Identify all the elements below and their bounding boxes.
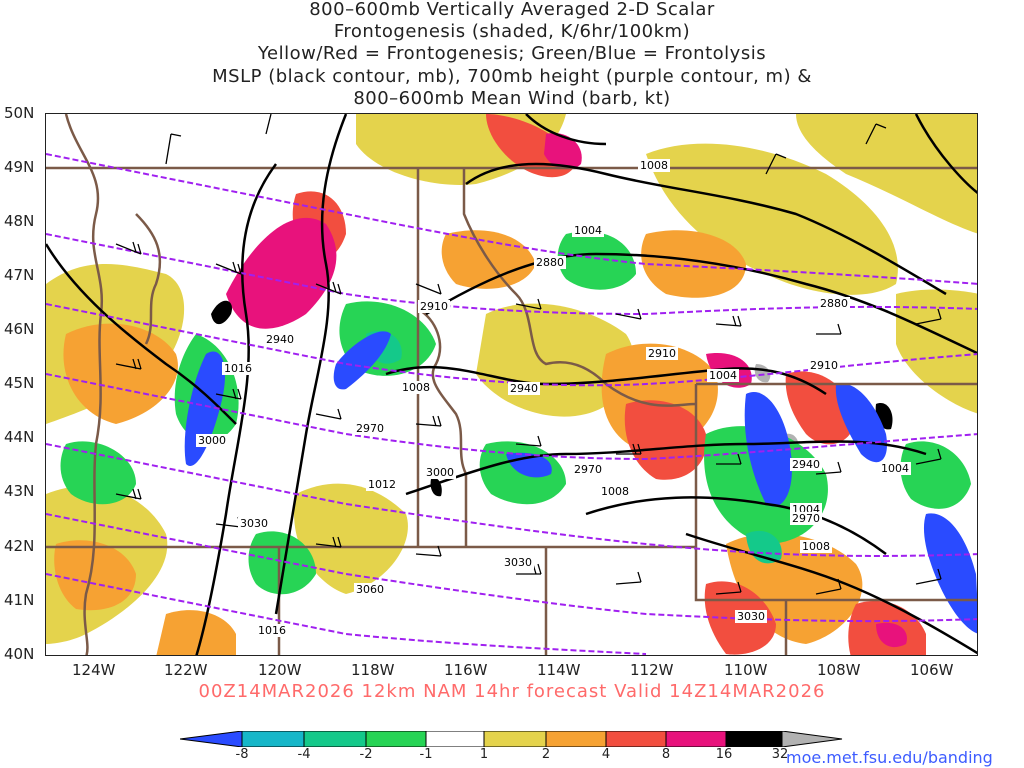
height-label: 3000 <box>198 434 226 447</box>
mslp-label: 1008 <box>802 540 830 553</box>
mslp-labels: 1008 1004 1004 1008 1012 1016 1016 1004 … <box>222 159 911 637</box>
lon-label-106w: 106W <box>910 661 954 679</box>
colorbar-cell-0 <box>180 731 243 747</box>
height-label: 3030 <box>240 517 268 530</box>
mslp-label: 1008 <box>640 159 668 172</box>
height-label: 3030 <box>504 556 532 569</box>
lat-label-42n: 42N <box>4 537 35 555</box>
colorbar-label: 32 <box>771 747 789 762</box>
colorbar-label: -2 <box>359 747 373 762</box>
colorbar-cell-9 <box>725 731 783 747</box>
lat-label-44n: 44N <box>4 428 35 446</box>
colorbar-cell-3 <box>365 731 427 747</box>
colorbar <box>180 731 843 747</box>
lat-label-47n: 47N <box>4 266 35 284</box>
lat-label-50n: 50N <box>4 104 35 122</box>
height-label: 2970 <box>792 512 820 525</box>
lon-label-112w: 112W <box>630 661 674 679</box>
title-line-4: MSLP (black contour, mb), 700mb height (… <box>212 66 812 87</box>
colorbar-cell-2 <box>303 731 367 747</box>
title-line-3: Yellow/Red = Frontogenesis; Green/Blue =… <box>257 43 767 64</box>
height-label: 2940 <box>792 458 820 471</box>
colorbar-cell-7 <box>605 731 667 747</box>
lon-label-110w: 110W <box>724 661 768 679</box>
source-credit-link[interactable]: moe.met.fsu.edu/banding <box>786 748 993 767</box>
colorbar-cell-8 <box>665 731 727 747</box>
mslp-label: 1004 <box>881 462 909 475</box>
lat-label-40n: 40N <box>4 645 35 663</box>
title-line-1: 800–600mb Vertically Averaged 2-D Scalar <box>309 0 715 20</box>
height-label: 2910 <box>648 347 676 360</box>
colorbar-label: 16 <box>715 747 733 762</box>
lon-label-114w: 114W <box>537 661 581 679</box>
colorbar-label: -4 <box>297 747 311 762</box>
title-line-2: Frontogenesis (shaded, K/6hr/100km) <box>333 21 691 42</box>
lon-label-116w: 116W <box>444 661 488 679</box>
lon-label-124w: 124W <box>72 661 116 679</box>
height-label: 2970 <box>574 463 602 476</box>
mslp-label: 1016 <box>224 362 252 375</box>
lon-label-120w: 120W <box>258 661 302 679</box>
height-label: 2880 <box>820 297 848 310</box>
height-label: 2910 <box>810 359 838 372</box>
height-label: 3030 <box>737 610 765 623</box>
height-labels: 2880 2880 2910 2910 2910 2940 2940 2940 … <box>196 256 850 623</box>
height-label: 2880 <box>536 256 564 269</box>
colorbar-label: -1 <box>419 747 433 762</box>
mslp-contours <box>46 114 977 655</box>
mslp-label: 1004 <box>709 369 737 382</box>
lat-label-43n: 43N <box>4 482 35 500</box>
colorbar-label: 2 <box>541 747 551 762</box>
height-label: 2940 <box>510 382 538 395</box>
mslp-label: 1008 <box>601 485 629 498</box>
title-line-5: 800–600mb Mean Wind (barb, kt) <box>353 88 671 109</box>
colorbar-label: 4 <box>601 747 611 762</box>
lat-label-46n: 46N <box>4 320 35 338</box>
colorbar-cell-6 <box>545 731 607 747</box>
colorbar-label: 1 <box>479 747 489 762</box>
colorbar-cell-10 <box>781 731 843 747</box>
height-contours <box>46 153 977 655</box>
frontogenesis-shading <box>46 114 977 655</box>
height-label: 2970 <box>356 422 384 435</box>
lon-label-108w: 108W <box>817 661 861 679</box>
colorbar-cell-4 <box>425 731 485 747</box>
lon-label-122w: 122W <box>164 661 208 679</box>
height-label: 2940 <box>266 333 294 346</box>
map-panel: 1008 1004 1004 1008 1012 1016 1016 1004 … <box>45 113 978 656</box>
colorbar-label: 8 <box>661 747 671 762</box>
lat-label-45n: 45N <box>4 374 35 392</box>
height-label: 3060 <box>356 583 384 596</box>
lat-label-49n: 49N <box>4 158 35 176</box>
mslp-label: 1016 <box>258 624 286 637</box>
lat-label-41n: 41N <box>4 591 35 609</box>
colorbar-cell-1 <box>241 731 305 747</box>
colorbar-label: -8 <box>235 747 249 762</box>
colorbar-cell-5 <box>483 731 547 747</box>
mslp-label: 1008 <box>402 381 430 394</box>
lon-label-118w: 118W <box>351 661 395 679</box>
forecast-valid-text: 00Z14MAR2026 12km NAM 14hr forecast Vali… <box>198 681 826 702</box>
mslp-label: 1004 <box>574 224 602 237</box>
lat-label-48n: 48N <box>4 212 35 230</box>
mslp-label: 1012 <box>368 478 396 491</box>
height-label: 3000 <box>426 466 454 479</box>
height-label: 2910 <box>420 300 448 313</box>
